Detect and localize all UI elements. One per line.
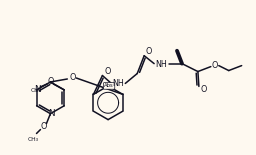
Text: O: O	[47, 78, 54, 86]
Text: O: O	[212, 61, 218, 70]
Text: NH: NH	[112, 79, 124, 88]
Text: O: O	[69, 73, 76, 82]
Text: O: O	[201, 85, 207, 94]
Text: O: O	[40, 122, 47, 131]
Text: NH: NH	[155, 60, 167, 69]
Text: CH₃: CH₃	[31, 88, 42, 93]
Text: N: N	[34, 85, 41, 94]
Text: Abs: Abs	[104, 83, 114, 88]
Text: O: O	[146, 47, 152, 56]
Text: CH₃: CH₃	[28, 137, 39, 142]
Text: N: N	[48, 109, 55, 118]
Text: O: O	[104, 67, 111, 76]
